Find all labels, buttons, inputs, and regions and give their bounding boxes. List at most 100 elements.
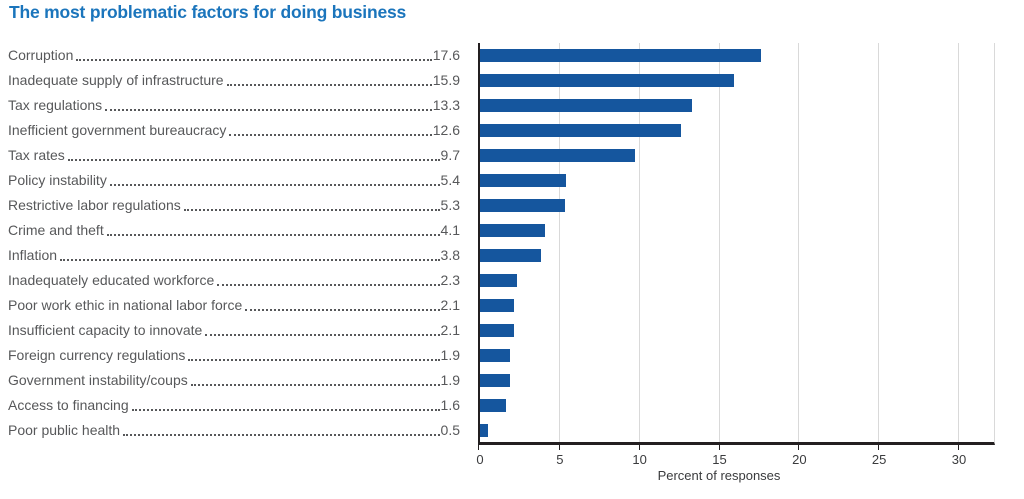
category-row: Inadequately educated workforce 2.3: [8, 268, 460, 293]
category-value: 12.6: [432, 122, 460, 138]
category-value: 1.9: [440, 372, 460, 388]
bar: [480, 399, 506, 412]
dot-leader: [105, 93, 432, 118]
category-row: Poor public health 0.5: [8, 418, 460, 443]
category-label: Inadequately educated workforce: [8, 272, 215, 288]
category-label: Corruption: [8, 47, 74, 63]
bar: [480, 274, 517, 287]
category-label: Tax rates: [8, 147, 65, 163]
grid-line: [638, 43, 640, 442]
grid-line: [558, 43, 560, 442]
category-label: Insufficient capacity to innovate: [8, 322, 203, 338]
x-axis-tick: [718, 442, 720, 450]
x-axis-tick: [638, 442, 640, 450]
category-row: Tax regulations 13.3: [8, 93, 460, 118]
category-value: 5.4: [440, 172, 460, 188]
dot-leader: [60, 243, 441, 268]
bar: [480, 349, 511, 362]
x-axis-title: Percent of responses: [657, 468, 781, 483]
x-tick-label: 10: [632, 452, 647, 467]
category-row: Foreign currency regulations 1.9: [8, 343, 460, 368]
category-label: Poor work ethic in national labor force: [8, 297, 243, 313]
category-value: 2.1: [440, 322, 460, 338]
category-value: 1.9: [440, 347, 460, 363]
bar: [480, 424, 488, 437]
bar: [480, 249, 541, 262]
category-row: Inadequate supply of infrastructure 15.9: [8, 68, 460, 93]
dot-leader: [245, 293, 440, 318]
dot-leader: [106, 218, 440, 243]
bar: [480, 224, 546, 237]
dot-leader: [109, 168, 440, 193]
dot-leader: [190, 368, 440, 393]
category-value: 2.3: [440, 272, 460, 288]
category-label: Poor public health: [8, 422, 121, 438]
category-value: 17.6: [432, 47, 460, 63]
category-value: 3.8: [440, 247, 460, 263]
bar: [480, 74, 734, 87]
category-value: 9.7: [440, 147, 460, 163]
x-axis-tick: [558, 442, 560, 450]
category-row: Insufficient capacity to innovate 2.1: [8, 318, 460, 343]
category-label: Crime and theft: [8, 222, 104, 238]
category-labels-column: Corruption 17.6 Inadequate supply of infra…: [8, 43, 460, 443]
category-label: Foreign currency regulations: [8, 347, 186, 363]
dot-leader: [229, 118, 433, 143]
plot-area: [478, 43, 995, 450]
category-value: 13.3: [432, 97, 460, 113]
dot-leader: [183, 193, 440, 218]
bar: [480, 124, 682, 137]
dot-leader: [226, 68, 432, 93]
bar: [480, 99, 693, 112]
x-tick-label: 30: [951, 452, 967, 467]
x-axis-tick: [958, 442, 959, 450]
dot-leader: [76, 43, 433, 68]
category-value: 5.3: [440, 197, 460, 213]
bar: [480, 174, 567, 187]
x-tick-label: 25: [871, 452, 887, 467]
category-row: Poor work ethic in national labor force 2…: [8, 293, 460, 318]
dot-leader: [67, 143, 440, 168]
category-value: 0.5: [440, 422, 460, 438]
x-axis-tick: [798, 442, 800, 450]
x-tick-label: 15: [712, 452, 727, 467]
category-row: Corruption 17.6: [8, 43, 460, 68]
bar: [480, 49, 761, 62]
category-row: Crime and theft 4.1: [8, 218, 460, 243]
x-axis-tick: [478, 442, 479, 450]
bar: [480, 324, 514, 337]
category-row: Restrictive labor regulations 5.3: [8, 193, 460, 218]
category-label: Inefficient government bureaucracy: [8, 122, 227, 138]
chart-title: The most problematic factors for doing b…: [9, 2, 407, 22]
grid-line: [718, 43, 720, 442]
x-tick-label: 20: [792, 452, 807, 467]
bar: [480, 149, 635, 162]
grid-line: [878, 43, 880, 442]
category-row: Government instability/coups 1.9: [8, 368, 460, 393]
dot-leader: [188, 343, 440, 368]
category-label: Government instability/coups: [8, 372, 188, 388]
category-row: Inefficient government bureaucracy 12.6: [8, 118, 460, 143]
x-tick-label: 0: [476, 452, 484, 467]
dot-leader: [205, 318, 440, 343]
category-row: Tax rates 9.7: [8, 143, 460, 168]
x-axis-tick: [878, 442, 880, 450]
dot-leader: [131, 393, 440, 418]
category-label: Access to financing: [8, 397, 129, 413]
category-value: 1.6: [440, 397, 460, 413]
category-row: Access to financing 1.6: [8, 393, 460, 418]
x-tick-label: 5: [556, 452, 564, 467]
category-value: 15.9: [432, 72, 460, 88]
category-label: Inflation: [8, 247, 58, 263]
category-row: Inflation 3.8: [8, 243, 460, 268]
category-value: 2.1: [440, 297, 460, 313]
category-row: Policy instability 5.4: [8, 168, 460, 193]
x-axis-tick-labels: 0 5 10 15 20 25 30: [476, 452, 994, 467]
grid-line: [958, 43, 959, 442]
category-label: Policy instability: [8, 172, 107, 188]
grid-line: [798, 43, 800, 442]
bar: [480, 199, 565, 212]
dot-leader: [123, 418, 440, 443]
category-label: Inadequate supply of infrastructure: [8, 72, 224, 88]
